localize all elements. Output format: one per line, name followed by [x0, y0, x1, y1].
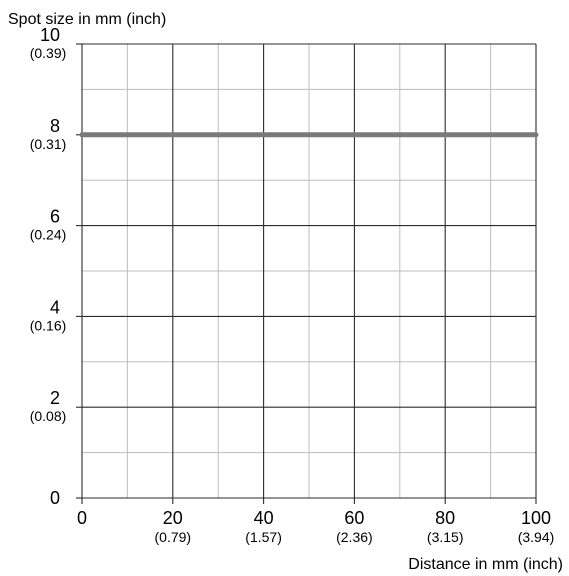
x-tick-sublabel: (0.79)	[155, 529, 192, 545]
y-tick-label: 0	[50, 488, 60, 508]
y-tick-label: 4	[50, 297, 60, 317]
x-tick-label: 60	[344, 508, 364, 528]
x-tick-sublabel: (1.57)	[245, 529, 282, 545]
y-tick-sublabel: (0.08)	[30, 408, 67, 424]
y-tick-label: 8	[50, 116, 60, 136]
x-tick-sublabel: (2.36)	[336, 529, 373, 545]
x-tick-label: 100	[521, 508, 551, 528]
y-tick-label: 2	[50, 388, 60, 408]
y-tick-labels: 0 2(0.08) 4(0.16) 6(0.24) 8(0.31) 10(0.39)	[30, 25, 67, 508]
x-tick-label: 0	[77, 508, 87, 528]
y-tick-sublabel: (0.31)	[30, 136, 67, 152]
x-tick-sublabel: (3.15)	[427, 529, 464, 545]
x-tick-label: 20	[163, 508, 183, 528]
y-tick-sublabel: (0.39)	[30, 45, 67, 61]
x-tick-labels: 0 20(0.79) 40(1.57) 60(2.36) 80(3.15) 100(3.9…	[77, 508, 554, 545]
y-tick-label: 6	[50, 207, 60, 227]
x-tick-label: 80	[435, 508, 455, 528]
x-axis-label: Distance in mm (inch)	[408, 556, 563, 573]
x-tick-sublabel: (3.94)	[518, 529, 555, 545]
grid	[81, 43, 537, 499]
y-tick-sublabel: (0.16)	[30, 317, 67, 333]
y-tick-label: 10	[40, 25, 60, 45]
axes	[76, 43, 537, 504]
x-tick-label: 40	[254, 508, 274, 528]
y-axis-label: Spot size in mm (inch)	[8, 11, 166, 28]
y-tick-sublabel: (0.24)	[30, 227, 67, 243]
